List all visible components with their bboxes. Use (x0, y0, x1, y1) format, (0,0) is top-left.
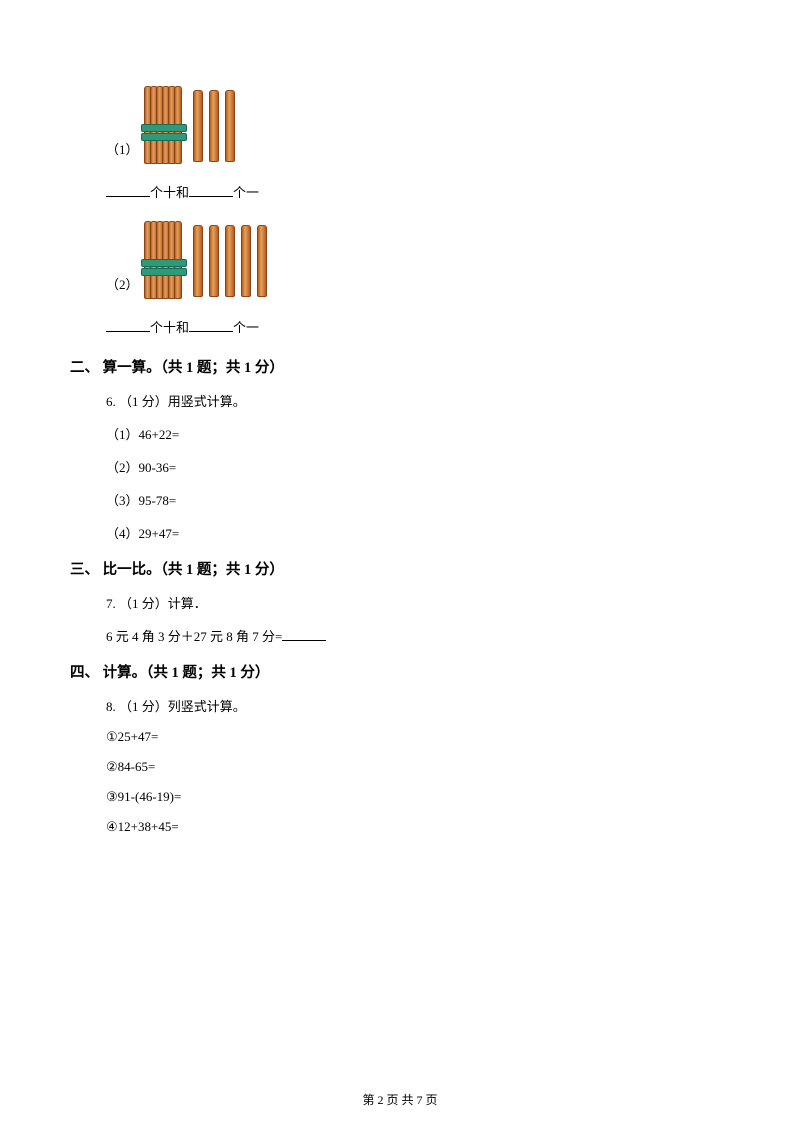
blank-field[interactable] (106, 319, 150, 332)
q5-part2-row: （2） (106, 221, 730, 297)
fill-text-tens: 个十和 (150, 320, 189, 335)
q8-p3: ③91-(46-19)= (106, 789, 730, 805)
stick-icon (209, 225, 219, 297)
q7-expr-text: 6 元 4 角 3 分＋27 元 8 角 7 分= (106, 629, 282, 644)
stick-icon (225, 225, 235, 297)
blank-field[interactable] (189, 184, 233, 197)
q6-p1: （1）46+22= (106, 424, 730, 443)
loose-sticks-5 (193, 225, 267, 297)
fill-text-ones: 个一 (233, 320, 259, 335)
section3-header: 三、 比一比。（共 1 题；共 1 分） (70, 558, 730, 579)
q8-p1: ①25+47= (106, 729, 730, 745)
q5-part2: （2） 个十和 个一 (106, 221, 730, 336)
stick-icon (241, 225, 251, 297)
q5-part1-row: （1） (106, 86, 730, 162)
section4-header: 四、 计算。（共 1 题；共 1 分） (70, 661, 730, 682)
page-content: （1） 个十和个一 （2） (0, 0, 800, 835)
page-footer: 第 2 页 共 7 页 (0, 1091, 800, 1108)
q8-p2: ②84-65= (106, 759, 730, 775)
q8: 8. （1 分）列竖式计算。 ①25+47= ②84-65= ③91-(46-1… (106, 696, 730, 835)
q6-stem: 6. （1 分）用竖式计算。 (106, 391, 730, 410)
stick-icon (209, 90, 219, 162)
loose-sticks-3 (193, 90, 235, 162)
blank-field[interactable] (106, 184, 150, 197)
q6-p4: （4）29+47= (106, 523, 730, 542)
section2-header: 二、 算一算。（共 1 题；共 1 分） (70, 356, 730, 377)
stick-icon (193, 90, 203, 162)
blank-field[interactable] (282, 628, 326, 641)
q5-part1-label: （1） (106, 139, 139, 162)
stick-bundle-icon (143, 86, 183, 162)
fill-text-ones: 个一 (233, 185, 259, 200)
q5-part2-label: （2） (106, 274, 139, 297)
q8-stem: 8. （1 分）列竖式计算。 (106, 696, 730, 715)
q7-expr: 6 元 4 角 3 分＋27 元 8 角 7 分= (106, 626, 730, 645)
q7: 7. （1 分）计算． 6 元 4 角 3 分＋27 元 8 角 7 分= (106, 593, 730, 645)
q8-p4: ④12+38+45= (106, 819, 730, 835)
q7-stem: 7. （1 分）计算． (106, 593, 730, 612)
q6-p2: （2）90-36= (106, 457, 730, 476)
blank-field[interactable] (189, 319, 233, 332)
q6: 6. （1 分）用竖式计算。 （1）46+22= （2）90-36= （3）95… (106, 391, 730, 542)
q5-part1-fill: 个十和 个一 (106, 182, 730, 201)
q5-part2-fill: 个十和 个一 (106, 317, 730, 336)
q5-part1: （1） 个十和 个一 (106, 86, 730, 201)
q6-p3: （3）95-78= (106, 490, 730, 509)
fill-text-tens: 个十和 (150, 185, 189, 200)
stick-icon (225, 90, 235, 162)
stick-bundle-icon (143, 221, 183, 297)
stick-icon (257, 225, 267, 297)
stick-icon (193, 225, 203, 297)
